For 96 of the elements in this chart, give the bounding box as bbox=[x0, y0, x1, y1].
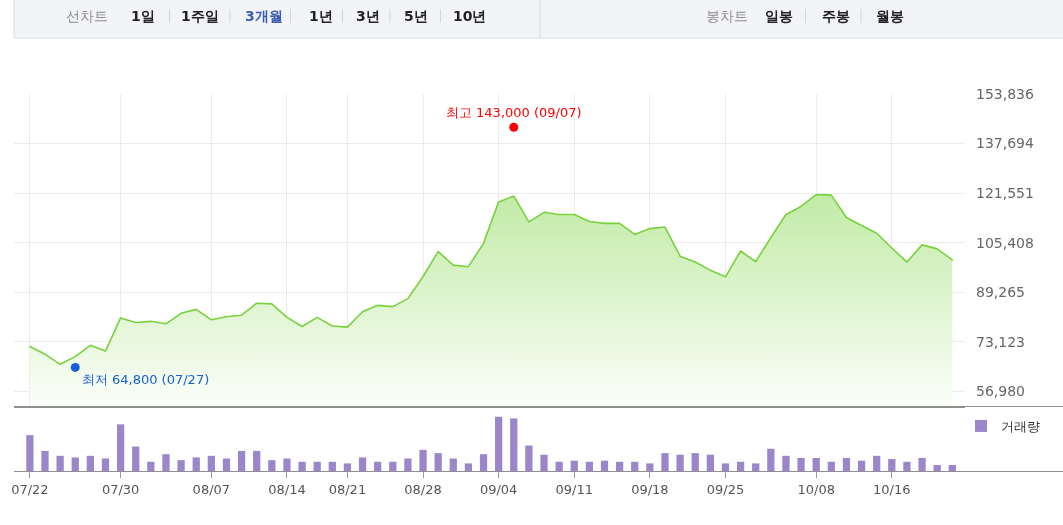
bar bbox=[358, 457, 367, 471]
bar bbox=[570, 460, 578, 471]
y-tick-label: 121,551 bbox=[976, 185, 1034, 202]
bar bbox=[600, 460, 609, 471]
bar bbox=[615, 461, 624, 471]
text: 1년 bbox=[309, 8, 333, 24]
x-tick-label: 09/25 bbox=[706, 481, 745, 497]
bar bbox=[918, 457, 926, 471]
bar bbox=[812, 457, 820, 471]
y-tick-label: 153,836 bbox=[976, 85, 1034, 102]
bar bbox=[933, 465, 941, 471]
x-tick-label: 10/16 bbox=[873, 481, 911, 497]
text: 월봉 bbox=[876, 8, 904, 24]
x-tick-label: 07/22 bbox=[11, 481, 49, 497]
text: 1주일 bbox=[181, 8, 219, 24]
legend-label: 거래량 bbox=[1001, 419, 1040, 435]
bar bbox=[782, 455, 790, 471]
bar bbox=[585, 461, 594, 471]
bar bbox=[253, 450, 261, 471]
bar bbox=[752, 463, 760, 471]
y-tick-label: 89,265 bbox=[976, 284, 1025, 301]
bar bbox=[283, 458, 291, 471]
bar bbox=[26, 435, 34, 471]
bar bbox=[510, 418, 518, 471]
bar bbox=[192, 457, 200, 471]
x-tick-label: 07/30 bbox=[101, 481, 140, 497]
bar bbox=[222, 458, 231, 471]
x-tick-label: 08/21 bbox=[328, 481, 367, 497]
bar bbox=[132, 446, 140, 471]
bar bbox=[736, 461, 745, 471]
x-tick-label: 09/18 bbox=[631, 481, 669, 497]
bar bbox=[207, 455, 215, 471]
bar bbox=[631, 461, 639, 471]
bar bbox=[661, 453, 669, 471]
bar bbox=[525, 445, 533, 471]
x-tick-label: 10/08 bbox=[797, 481, 835, 497]
bar bbox=[101, 458, 110, 471]
bar bbox=[374, 461, 382, 471]
y-tick-label: 56,980 bbox=[976, 383, 1025, 400]
series-label: 최고 143,000 (09/07) bbox=[445, 105, 582, 121]
bar bbox=[56, 455, 64, 471]
text: 봉차트 bbox=[706, 8, 748, 24]
bar bbox=[842, 457, 851, 471]
bar bbox=[86, 455, 94, 471]
bar bbox=[313, 461, 321, 471]
bar bbox=[555, 461, 563, 471]
text: 선차트 bbox=[66, 8, 108, 24]
bar bbox=[298, 461, 306, 471]
text: 10년 bbox=[453, 8, 487, 24]
y-tick-label: 105,408 bbox=[976, 234, 1034, 251]
bar bbox=[903, 461, 911, 471]
bar bbox=[162, 454, 170, 471]
text: 3개월 bbox=[245, 8, 283, 24]
text: 3년 bbox=[356, 8, 380, 24]
bar bbox=[268, 460, 276, 471]
x-tick-label: 09/04 bbox=[479, 481, 518, 497]
bar bbox=[404, 458, 412, 471]
bar bbox=[873, 455, 881, 471]
bar bbox=[41, 450, 49, 471]
bar bbox=[495, 416, 503, 471]
bar bbox=[116, 424, 125, 471]
bar bbox=[540, 454, 548, 471]
bar bbox=[389, 461, 397, 471]
bar bbox=[676, 454, 684, 471]
bar bbox=[177, 460, 185, 471]
bar bbox=[147, 461, 155, 471]
x-tick-label: 09/11 bbox=[555, 481, 593, 497]
x-tick-label: 08/28 bbox=[404, 481, 442, 497]
bar bbox=[449, 458, 457, 471]
text: 주봉 bbox=[822, 8, 850, 24]
bar bbox=[827, 461, 835, 471]
x-tick-label: 08/07 bbox=[192, 481, 231, 497]
bar bbox=[706, 454, 714, 471]
bar bbox=[434, 453, 442, 471]
bar bbox=[419, 449, 427, 471]
bar bbox=[767, 448, 775, 471]
bar bbox=[479, 454, 488, 471]
text: 일봉 bbox=[765, 8, 793, 24]
y-tick-label: 73,123 bbox=[976, 333, 1025, 350]
bar bbox=[237, 450, 246, 471]
bar bbox=[888, 459, 896, 471]
bar bbox=[721, 463, 730, 471]
bar bbox=[797, 457, 805, 471]
bar bbox=[464, 463, 473, 471]
bar bbox=[857, 460, 866, 471]
bar bbox=[328, 461, 336, 471]
bar bbox=[343, 463, 352, 471]
x-tick-label: 08/14 bbox=[268, 481, 306, 497]
text: 5년 bbox=[404, 8, 428, 24]
series-label: 최저 64,800 (07/27) bbox=[81, 371, 210, 387]
bar bbox=[691, 453, 699, 471]
bar bbox=[71, 457, 79, 471]
y-tick-label: 137,694 bbox=[976, 135, 1034, 152]
bar bbox=[948, 465, 956, 471]
text: 1일 bbox=[131, 8, 155, 24]
bar bbox=[646, 463, 654, 471]
